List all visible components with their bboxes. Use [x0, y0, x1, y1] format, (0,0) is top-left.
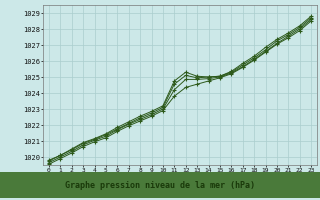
Text: Graphe pression niveau de la mer (hPa): Graphe pression niveau de la mer (hPa) — [65, 180, 255, 190]
